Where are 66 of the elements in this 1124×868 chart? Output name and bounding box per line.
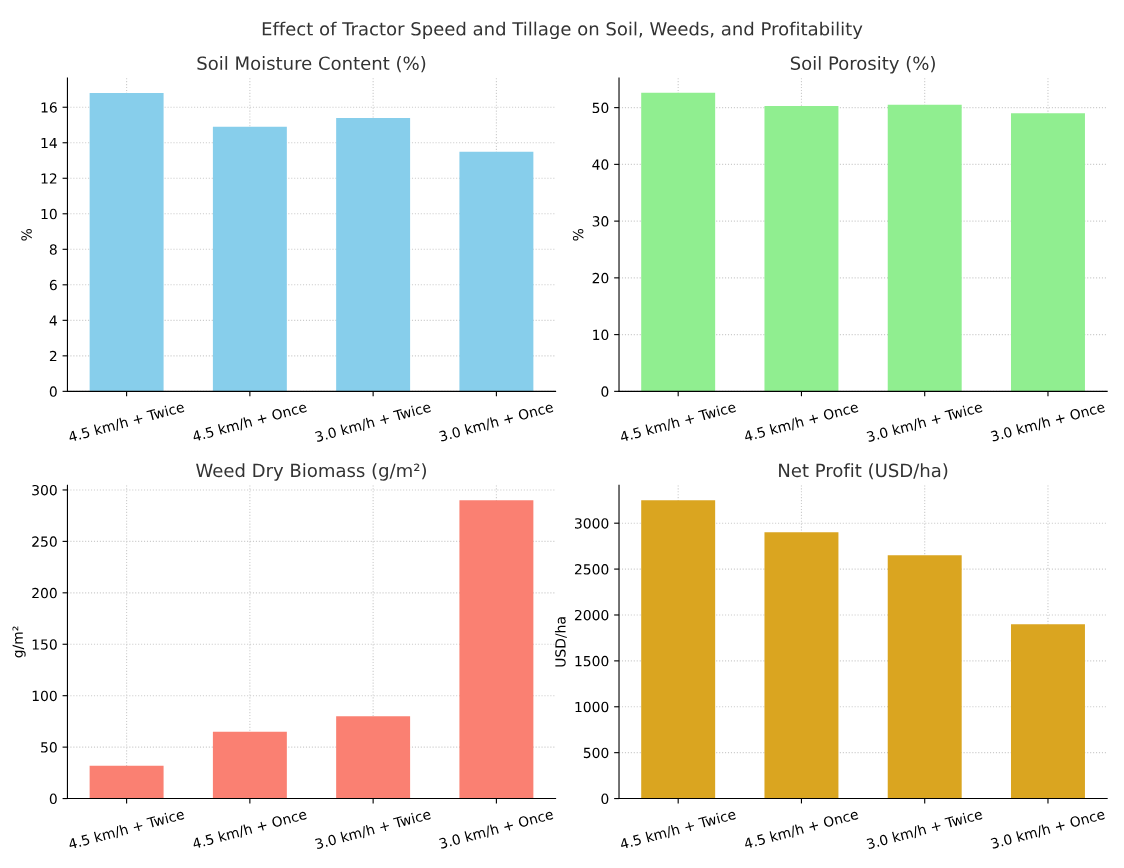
bar — [336, 716, 411, 799]
y-tick-label: 0 — [49, 793, 57, 805]
y-tick-label: 50 — [592, 102, 609, 114]
bar — [336, 117, 411, 392]
y-tick-label: 300 — [32, 484, 57, 496]
x-tick-label: 4.5 km/h + Once — [191, 808, 308, 851]
y-tick-label: 4 — [49, 315, 57, 326]
x-tick-label: 3.0 km/h + Twice — [866, 808, 984, 851]
y-tick-label: 14 — [41, 137, 57, 149]
y-tick-label: 0 — [49, 386, 57, 397]
x-tick-label: 4.5 km/h + Twice — [67, 808, 185, 851]
bar — [89, 93, 164, 392]
bar — [459, 151, 534, 392]
x-tick-label: 3.0 km/h + Twice — [866, 401, 984, 444]
y-tick-label: 6 — [49, 279, 57, 291]
bar — [212, 731, 287, 799]
bar — [1010, 624, 1085, 799]
y-tick-label: 1000 — [575, 701, 609, 713]
y-tick-label: 250 — [32, 536, 57, 547]
y-tick-label: 50 — [41, 742, 57, 753]
x-tick-label: 3.0 km/h + Twice — [314, 401, 432, 444]
x-tick-label: 3.0 km/h + Once — [990, 401, 1106, 443]
chart-title: Soil Porosity (%) — [790, 56, 935, 74]
x-tick-label: 4.5 km/h + Twice — [619, 401, 737, 444]
x-tick-label: 3.0 km/h + Once — [990, 808, 1106, 850]
x-tick-label: 4.5 km/h + Once — [191, 401, 308, 443]
x-tick-label: 3.0 km/h + Once — [438, 808, 554, 850]
bar — [887, 555, 962, 799]
bar — [89, 765, 164, 799]
y-axis-title: % — [572, 228, 584, 241]
y-axis-title: g/m² — [12, 626, 26, 658]
x-tick-label: 3.0 km/h + Once — [438, 401, 554, 443]
y-axis-title: % — [21, 228, 32, 241]
y-tick-label: 20 — [592, 272, 609, 284]
y-tick-label: 30 — [592, 216, 609, 227]
y-tick-label: 8 — [49, 244, 57, 255]
y-tick-label: 100 — [32, 690, 57, 702]
y-tick-label: 3000 — [575, 518, 609, 529]
bar — [641, 500, 716, 799]
chart-title: Soil Moisture Content (%) — [197, 56, 426, 73]
y-tick-label: 0 — [601, 386, 609, 397]
y-axis-title: USD/ha — [554, 617, 567, 667]
x-tick-label: 4.5 km/h + Once — [743, 808, 860, 851]
y-tick-label: 1500 — [575, 655, 609, 667]
x-tick-label: 3.0 km/h + Twice — [314, 808, 432, 851]
bar — [459, 500, 534, 799]
y-tick-label: 2500 — [574, 564, 609, 575]
y-tick-label: 500 — [583, 747, 609, 759]
y-tick-label: 2 — [49, 350, 57, 362]
text: Effect of Tractor Speed and Tillage on Soil, Weeds, and Profitability — [262, 21, 863, 40]
y-tick-label: 12 — [41, 173, 57, 184]
x-tick-label: 4.5 km/h + Twice — [619, 808, 737, 851]
y-tick-label: 2000 — [574, 609, 609, 621]
y-tick-label: 0 — [601, 793, 609, 805]
chart-title: Weed Dry Biomass (g/m²) — [196, 463, 426, 481]
y-tick-label: 10 — [593, 329, 609, 341]
y-tick-label: 40 — [592, 159, 609, 170]
x-tick-label: 4.5 km/h + Once — [743, 401, 860, 443]
y-tick-label: 16 — [41, 102, 57, 113]
x-tick-label: 4.5 km/h + Twice — [67, 401, 185, 444]
chart-title: Net Profit (USD/ha) — [779, 463, 948, 480]
y-tick-label: 150 — [32, 639, 57, 650]
y-tick-label: 200 — [32, 587, 57, 599]
y-tick-label: 10 — [41, 208, 57, 220]
bar — [212, 126, 287, 392]
bar — [764, 532, 839, 799]
